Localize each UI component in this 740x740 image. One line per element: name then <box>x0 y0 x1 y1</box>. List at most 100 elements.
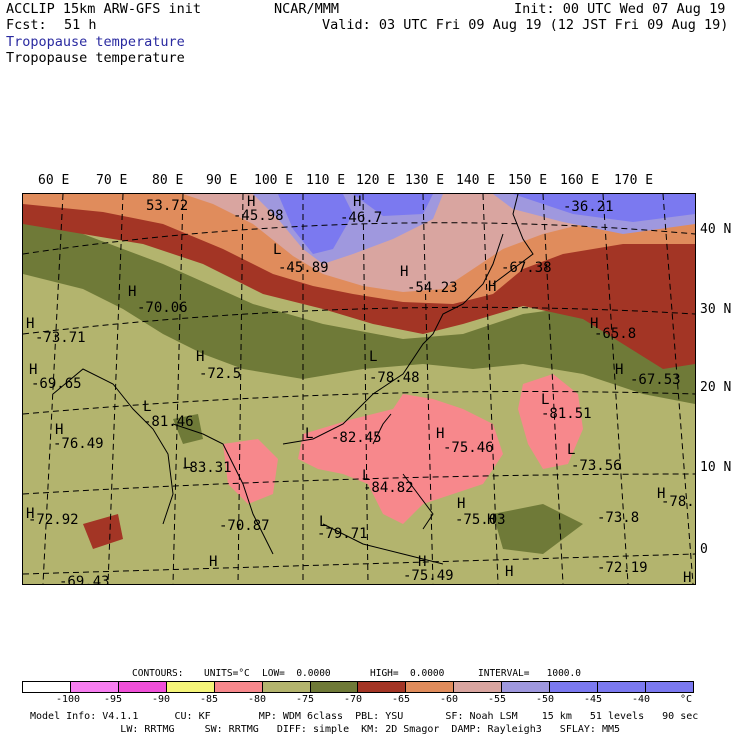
high-marker: H <box>657 486 666 502</box>
value-label: -45.98 <box>233 208 284 224</box>
colorbar-tick-label: -40 <box>632 694 651 705</box>
colorbar-tick-label: -65 <box>392 694 411 705</box>
contours-label: CONTOURS: <box>132 668 184 679</box>
value-label: -67.53 <box>630 372 681 388</box>
map-panel: 53.72 H -45.98 H -46.7 -36.21 L -45.89 H -67.38 H -… <box>22 193 696 585</box>
colorbar-tick-label: -80 <box>248 694 267 705</box>
longitude-label: 90 E <box>206 173 238 188</box>
colorbar <box>22 681 694 693</box>
colorbar-tick-label: -60 <box>440 694 459 705</box>
value-label: -73.8 <box>597 510 640 526</box>
forecast-label: Fcst: <box>6 17 47 33</box>
value-label: -81.46 <box>143 414 194 430</box>
field-band-65-south <box>83 514 123 549</box>
graticule <box>23 194 695 584</box>
colorbar-swatch <box>550 682 599 692</box>
colorbar-swatch <box>598 682 646 692</box>
value-label: -46.7 <box>340 210 383 226</box>
colorbar-tick-label: -85 <box>200 694 219 705</box>
high-marker: H <box>505 564 514 580</box>
model-info-line-1: Model Info: V4.1.1 CU: KF MP: WDM 6class… <box>30 711 699 722</box>
longitude-label: 130 E <box>405 173 445 188</box>
colorbar-tick-label: -50 <box>536 694 555 705</box>
colorbar-swatch <box>406 682 455 692</box>
value-label: -72.5 <box>199 366 242 382</box>
temperature-field <box>23 194 695 584</box>
longitude-label: 110 E <box>306 173 346 188</box>
high-marker: H <box>55 422 64 438</box>
colorbar-tick-label: -100 <box>56 694 81 705</box>
high-marker: H <box>26 316 35 332</box>
colorbar-swatch <box>118 682 167 692</box>
colorbar-tick-label: -95 <box>104 694 123 705</box>
latitude-label: 0 <box>700 542 708 557</box>
value-label: -78.48 <box>369 370 420 386</box>
value-label: -69.65 <box>31 376 82 392</box>
value-label: -73.56 <box>571 458 622 474</box>
value-label: -75.03 <box>455 512 506 528</box>
high-marker: H <box>26 506 35 522</box>
field-band-80-main <box>298 394 503 524</box>
coastlines <box>52 194 534 565</box>
low-label: LOW= 0.0000 <box>262 668 331 679</box>
value-label: -72.19 <box>597 560 648 576</box>
value-label: -79.71 <box>317 526 368 542</box>
colorbar-tick-label: -75 <box>296 694 315 705</box>
valid-time: Valid: 03 UTC Fri 09 Aug 19 (12 JST Fri … <box>322 17 729 33</box>
high-marker: H <box>683 570 692 585</box>
value-label: -45.89 <box>278 260 329 276</box>
low-marker: L <box>273 242 282 258</box>
forecast-hour: 51 h <box>64 17 97 33</box>
value-label: -76.49 <box>53 436 104 452</box>
low-marker: L <box>319 514 328 530</box>
colorbar-tick-label: -70 <box>344 694 363 705</box>
latitude-label: 40 N <box>700 222 732 237</box>
value-label: -67.38 <box>501 260 552 276</box>
interval-label: INTERVAL= 1000.0 <box>478 668 581 679</box>
value-label: -70.87 <box>219 518 270 534</box>
model-info-line-2: LW: RRTMG SW: RRTMG DIFF: simple KM: 2D … <box>30 724 621 735</box>
colorbar-swatch <box>23 682 71 692</box>
longitude-label: 160 E <box>560 173 600 188</box>
longitude-label: 150 E <box>508 173 548 188</box>
longitude-label: 80 E <box>152 173 184 188</box>
value-label: -69.43 <box>59 574 110 585</box>
value-label: -75.49 <box>403 568 454 584</box>
low-marker: L <box>541 392 550 408</box>
high-marker: H <box>29 362 38 378</box>
colorbar-tick-label: °C <box>680 694 693 705</box>
colorbar-tick-label: -45 <box>584 694 603 705</box>
field-title-shaded: Tropopause temperature <box>6 34 185 50</box>
latitude-label: 30 N <box>700 302 732 317</box>
high-marker: H <box>436 426 445 442</box>
field-band-80-west <box>223 439 278 504</box>
field-band-70 <box>23 214 695 404</box>
value-label: -36.21 <box>563 199 614 215</box>
high-marker: H <box>457 496 466 512</box>
colorbar-swatch <box>358 682 407 692</box>
org-label: NCAR/MMM <box>274 1 340 17</box>
field-title-contour: Tropopause temperature <box>6 50 185 66</box>
low-marker: L <box>362 468 371 484</box>
colorbar-swatch <box>310 682 359 692</box>
value-label: -78. <box>661 494 695 510</box>
high-marker: H <box>487 512 496 528</box>
colorbar-swatch <box>454 682 503 692</box>
init-time: Init: 00 UTC Wed 07 Aug 19 <box>514 1 726 17</box>
value-label: 53.72 <box>146 198 189 214</box>
colorbar-swatch <box>262 682 311 692</box>
high-marker: H <box>488 279 497 295</box>
value-label: -82.45 <box>331 430 382 446</box>
low-marker: L <box>305 426 314 442</box>
field-band-70-south <box>493 504 583 554</box>
value-label: -54.23 <box>407 280 458 296</box>
high-marker: H <box>247 194 256 210</box>
value-label: -84.82 <box>363 480 414 496</box>
low-marker: L <box>183 456 192 472</box>
latitude-label: 20 N <box>700 380 732 395</box>
longitude-label: 120 E <box>356 173 396 188</box>
colorbar-tick-label: -90 <box>152 694 171 705</box>
colorbar-swatch <box>502 682 551 692</box>
model-title: ACCLIP 15km ARW-GFS init <box>6 1 202 17</box>
value-label: -73.71 <box>35 330 86 346</box>
